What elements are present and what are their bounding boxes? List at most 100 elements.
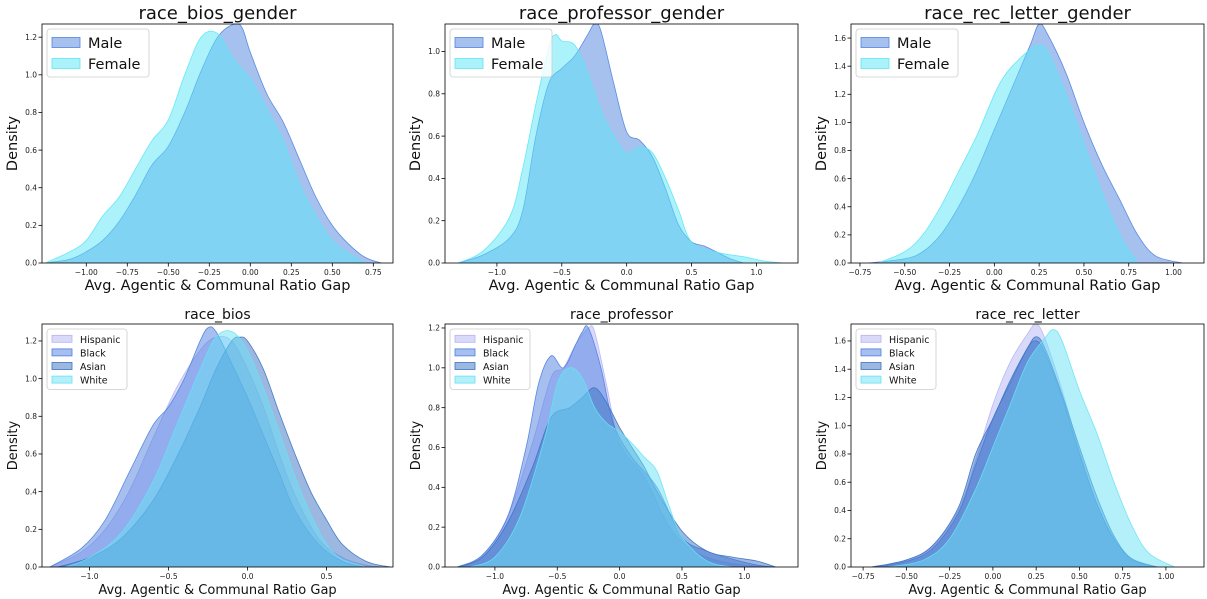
- legend-swatch-asian: [860, 362, 882, 370]
- x-axis-label: Avg. Agentic & Communal Ratio Gap: [908, 583, 1146, 598]
- legend-swatch-hispanic: [51, 334, 73, 343]
- y-tick-label: 0.6: [25, 450, 37, 459]
- x-tick-label: −0.25: [938, 268, 961, 277]
- legend-label-female: Female: [88, 57, 141, 73]
- x-tick-label: 0.25: [283, 268, 300, 277]
- x-tick-label: 0.5: [321, 572, 333, 581]
- chart-panel-1: −1.0 −0.5 0.0 0.5 1.0 0.0 0.2 0.4 0.6 0.8 1.0 race_…: [408, 3, 799, 294]
- x-tick-label: 0.0: [614, 572, 626, 581]
- x-tick-label: 1.00: [1158, 572, 1175, 581]
- legend-label-white: White: [483, 376, 511, 387]
- y-tick-label: 0.0: [834, 563, 846, 572]
- y-tick-label: 1.4: [834, 62, 846, 71]
- legend-label-hispanic: Hispanic: [483, 335, 523, 346]
- y-tick-label: 1.0: [834, 421, 846, 430]
- y-tick-label: 1.0: [25, 71, 37, 80]
- density-line-female: [45, 30, 366, 263]
- x-tick-label: −1.0: [488, 268, 506, 277]
- legend-label-male: Male: [491, 36, 525, 52]
- chart-panel-0: −1.00 −0.75 −0.50 −0.25 0.00 0.25 0.50 0.75 0.0 0…: [5, 3, 394, 294]
- legend-swatch-black: [51, 348, 73, 357]
- y-tick-label: 0.8: [25, 412, 37, 421]
- legend-label-white: White: [889, 376, 917, 387]
- legend-swatch-male: [454, 37, 484, 48]
- chart-title: race_bios_gender: [138, 3, 297, 24]
- y-tick-label: 0.8: [25, 108, 37, 117]
- y-tick-label: 1.0: [25, 374, 37, 383]
- y-tick-label: 0.4: [25, 183, 37, 192]
- chart-title: race_bios: [184, 307, 250, 323]
- x-tick-label: −1.0: [486, 572, 504, 581]
- x-tick-label: −0.50: [895, 572, 918, 581]
- x-tick-label: −0.75: [116, 268, 139, 277]
- y-tick-label: 1.0: [428, 47, 440, 56]
- chart-title: race_rec_letter: [975, 307, 1079, 323]
- y-tick-label: 0.8: [428, 403, 440, 412]
- y-tick-label: 0.4: [428, 483, 440, 492]
- y-tick-label: 0.4: [428, 174, 440, 183]
- y-tick-label: 1.2: [25, 33, 37, 42]
- density-area-white: [65, 330, 367, 567]
- legend: Male Female: [855, 28, 959, 78]
- legend: Male Female: [449, 28, 553, 78]
- x-tick-label: 0.25: [1028, 572, 1045, 581]
- chart-panel-4: −1.0 −0.5 0.0 0.5 1.0 0.0 0.2 0.4 0.6 0.8 1.0 1.2 ra…: [409, 307, 799, 598]
- density-areas: [457, 325, 776, 567]
- y-tick-label: 1.6: [834, 337, 846, 346]
- y-tick-label: 0.0: [25, 259, 37, 268]
- y-tick-label: 0.8: [834, 146, 846, 155]
- density-area-female: [457, 34, 783, 263]
- density-areas: [868, 24, 1183, 263]
- x-axis-label: Avg. Agentic & Communal Ratio Gap: [85, 278, 351, 294]
- y-axis-label: Density: [409, 420, 424, 470]
- density-areas: [49, 326, 390, 567]
- y-axis-label: Density: [814, 116, 830, 172]
- legend-swatch-black: [860, 348, 882, 357]
- density-line-white: [888, 329, 1175, 567]
- y-tick-label: 0.0: [428, 563, 440, 572]
- legend-swatch-female: [454, 58, 484, 69]
- legend-swatch-asian: [454, 362, 476, 370]
- legend-swatch-female: [860, 58, 890, 69]
- density-area-female: [45, 31, 366, 263]
- y-tick-label: 0.4: [834, 506, 846, 515]
- x-tick-label: 0.00: [986, 268, 1003, 277]
- y-tick-label: 0.4: [25, 487, 37, 496]
- x-tick-label: 0.75: [1120, 268, 1137, 277]
- y-tick-label: 0.2: [428, 523, 440, 532]
- x-tick-label: −0.75: [848, 268, 871, 277]
- density-area-white: [469, 367, 732, 567]
- legend: Hispanic Black Asian White: [855, 328, 937, 390]
- plot-frame: [444, 23, 799, 264]
- y-tick-label: 0.2: [25, 221, 37, 230]
- legend-swatch-female: [51, 58, 81, 69]
- legend: Male Female: [46, 28, 150, 78]
- density-line-female: [877, 44, 1139, 263]
- legend-label-male: Male: [897, 36, 931, 52]
- x-tick-label: 0.75: [1114, 572, 1131, 581]
- x-tick-label: −0.25: [938, 572, 961, 581]
- x-tick-label: 0.50: [1071, 572, 1088, 581]
- x-axis-label: Avg. Agentic & Communal Ratio Gap: [895, 278, 1161, 294]
- y-axis-label: Density: [5, 116, 21, 172]
- x-tick-label: −0.5: [553, 268, 571, 277]
- y-tick-label: 1.2: [834, 393, 846, 402]
- plot-frame: [41, 323, 394, 568]
- density-line-asian: [457, 387, 776, 567]
- y-tick-label: 0.6: [25, 146, 37, 155]
- x-tick-label: 0.0: [242, 572, 254, 581]
- plot-frame: [444, 323, 799, 568]
- legend-label-black: Black: [889, 348, 915, 359]
- density-area-female: [877, 44, 1138, 263]
- y-tick-label: 1.2: [834, 90, 846, 99]
- legend-swatch-black: [454, 348, 476, 357]
- y-tick-label: 0.4: [834, 202, 846, 211]
- plot-frame: [850, 323, 1205, 568]
- x-tick-label: 1.0: [751, 268, 763, 277]
- x-tick-label: −1.0: [80, 572, 98, 581]
- x-tick-label: 0.00: [985, 572, 1002, 581]
- y-tick-label: 0.2: [834, 231, 846, 240]
- legend-label-asian: Asian: [483, 362, 509, 373]
- chart-panel-3: −1.0 −0.5 0.0 0.5 0.0 0.2 0.4 0.6 0.8 1.0 1.2 race_…: [6, 307, 394, 598]
